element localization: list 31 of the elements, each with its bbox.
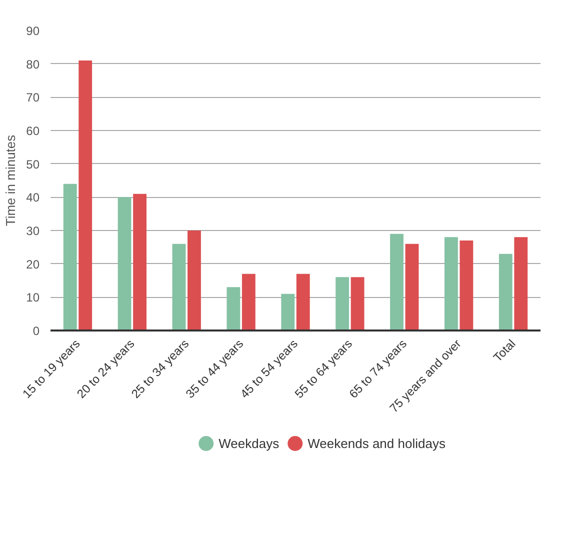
bar	[460, 240, 474, 330]
y-tick-label: 20	[26, 257, 40, 272]
bar	[281, 294, 295, 330]
y-tick-label: 0	[32, 324, 40, 338]
bar	[188, 230, 201, 330]
bar	[226, 287, 240, 330]
legend-label: Weekdays	[218, 436, 280, 451]
y-tick-label: 80	[26, 57, 40, 72]
y-tick-label: 90	[26, 24, 40, 38]
y-tick-label: 30	[26, 224, 40, 238]
bar	[133, 194, 146, 330]
bar	[242, 274, 256, 330]
bar	[514, 237, 528, 330]
bar	[444, 237, 458, 330]
y-tick-label: 40	[26, 190, 40, 205]
bar	[296, 274, 310, 330]
bar	[336, 277, 350, 330]
bar	[78, 60, 92, 330]
bar	[390, 234, 404, 330]
bar	[172, 244, 186, 330]
y-tick-label: 10	[26, 290, 40, 305]
y-axis-title: Time in minutes	[3, 134, 18, 226]
legend-label: Weekends and holidays	[308, 436, 446, 451]
bar	[405, 244, 419, 330]
bar	[498, 254, 512, 330]
y-tick-label: 70	[26, 90, 40, 105]
y-tick-label: 60	[26, 124, 40, 138]
bar	[63, 184, 77, 330]
bar	[118, 197, 132, 330]
y-tick-label: 50	[26, 157, 40, 172]
bar	[350, 277, 364, 330]
